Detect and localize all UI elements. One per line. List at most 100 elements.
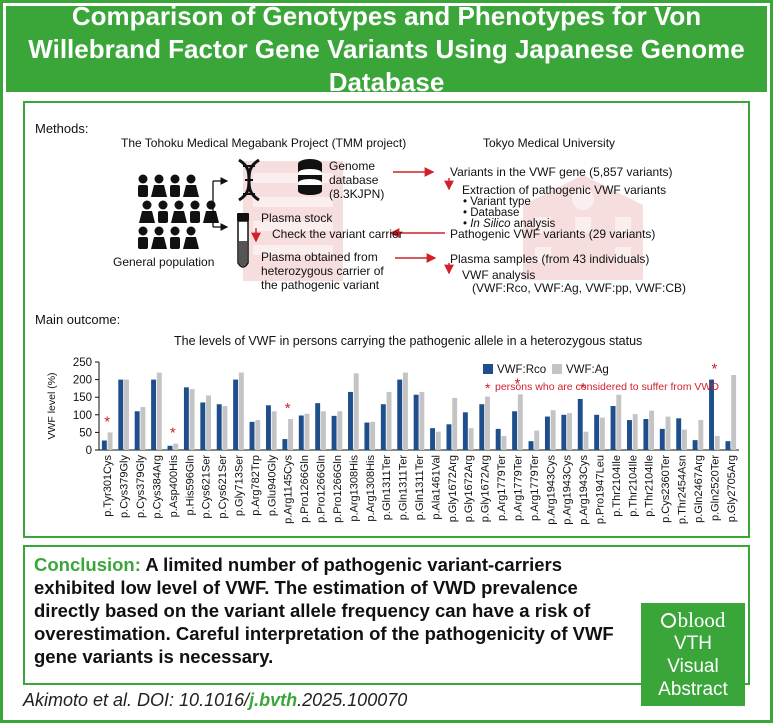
plasma-stock-label: Plasma stock	[261, 211, 333, 225]
bar-ag	[435, 431, 441, 450]
bar-rco	[167, 445, 173, 450]
bar-rco	[643, 419, 649, 450]
bar-ag	[238, 372, 244, 450]
citation-journal: j.bvth	[249, 690, 298, 710]
bar-ag	[501, 435, 507, 450]
bar-rco	[348, 391, 353, 450]
extraction-label: Extraction of pathogenic VWF variants	[462, 183, 667, 197]
bullet-variant-type: • Variant type	[463, 196, 531, 208]
tmm-building-icon	[243, 161, 343, 281]
conclusion-panel: Conclusion: A limited number of pathogen…	[23, 545, 750, 685]
bar-ag	[468, 428, 474, 450]
bar-rco	[544, 416, 550, 450]
bar-ag	[599, 417, 605, 450]
check-carrier-label: Check the variant carrier	[272, 227, 403, 241]
bullet-database: • Database	[463, 207, 520, 219]
y-tick-label: 50	[79, 427, 92, 439]
conclusion-text: Conclusion: A limited number of pathogen…	[34, 553, 634, 668]
bar-rco	[183, 387, 189, 450]
bar-ag	[320, 411, 326, 450]
x-tick-label: p.Gln1311Ter	[414, 455, 426, 521]
bar-ag	[140, 407, 146, 450]
bullet-marker: •	[463, 218, 471, 230]
x-tick-label: p.Cys379Gly	[135, 455, 147, 518]
badge-line1: VTH	[674, 633, 712, 654]
bar-ag	[452, 397, 458, 450]
bar-ag	[550, 410, 556, 450]
x-tick-label: p.Gln2520Ter	[709, 455, 721, 521]
tmm-title: The Tohoku Medical Megabank Project (TMM…	[121, 136, 407, 150]
vwd-star-marker: *	[285, 400, 291, 417]
x-tick-label: p.Arg1308His	[348, 455, 360, 522]
x-tick-label: p.Thr2104Ile	[627, 455, 639, 517]
x-tick-label: p.Gly713Ser	[233, 455, 245, 516]
bar-rco	[315, 403, 321, 450]
badge-brand-row: blood	[641, 608, 745, 632]
bar-rco	[380, 404, 386, 450]
title-banner: Comparison of Genotypes and Phenotypes f…	[6, 1, 767, 97]
plasma-samples-label: Plasma samples (from 43 individuals)	[450, 252, 650, 266]
citation-suffix: .2025.100070	[297, 690, 408, 710]
y-tick-label: 150	[73, 392, 92, 404]
bar-rco	[216, 404, 222, 450]
bar-rco	[676, 418, 682, 450]
bar-rco	[430, 428, 436, 450]
x-tick-label: p.Arg1779Ter	[512, 455, 524, 521]
x-tick-label: p.Cys621Ser	[201, 455, 213, 519]
conclusion-body: A limited number of pathogenic variant-c…	[34, 554, 614, 667]
bar-rco	[594, 414, 600, 450]
bar-rco	[725, 441, 731, 450]
citation: Akimoto et al. DOI: 10.1016/j.bvth.2025.…	[23, 688, 407, 712]
bar-ag	[714, 435, 720, 450]
plasma-obtained-line2: heterozygous carrier of	[261, 264, 384, 278]
badge-brand: blood	[677, 608, 726, 632]
legend-ag-swatch	[552, 364, 562, 374]
bar-rco	[118, 379, 124, 450]
genome-db-line3: (8.3KJPN)	[329, 187, 385, 201]
outcome-label: Main outcome:	[35, 312, 121, 327]
bar-ag	[271, 411, 277, 450]
bar-rco	[298, 415, 304, 450]
bar-ag	[616, 394, 622, 450]
bar-ag	[173, 443, 179, 450]
bar-rco	[627, 420, 632, 450]
x-tick-label: p.Gln1311Ter	[381, 455, 393, 521]
x-tick-label: p.Thr2104Ile	[644, 455, 656, 517]
x-tick-label: p.Cys379Gly	[119, 455, 131, 518]
bar-ag	[649, 410, 655, 450]
bar-ag	[681, 429, 687, 450]
dna-icon	[238, 158, 260, 202]
bar-rco	[479, 404, 485, 450]
blood-logo-icon	[660, 613, 676, 628]
legend-rco-label: VWF:Rco	[497, 364, 546, 376]
bar-rco	[462, 412, 468, 450]
pathogenic-variants-label: Pathogenic VWF variants (29 variants)	[450, 227, 656, 241]
bar-rco	[561, 414, 567, 450]
bar-ag	[156, 372, 162, 450]
bar-rco	[413, 394, 419, 450]
page-title: Comparison of Genotypes and Phenotypes f…	[28, 0, 745, 97]
bar-ag	[632, 414, 638, 450]
bar-rco	[495, 428, 501, 450]
population-label: General population	[113, 255, 215, 269]
bar-ag	[337, 411, 343, 450]
vwd-star-marker: *	[515, 375, 521, 392]
bar-rco	[282, 439, 288, 450]
variants-vwf-label: Variants in the VWF gene (5,857 variants…	[450, 165, 673, 179]
plasma-obtained-line1: Plasma obtained from	[261, 250, 378, 264]
vwd-star-marker: *	[711, 361, 717, 378]
x-tick-label: p.Arg1145Cys	[283, 455, 295, 524]
x-tick-label: p.Asp400His	[168, 455, 180, 518]
x-tick-label: p.Arg1779Ter	[529, 455, 541, 521]
bar-ag	[124, 379, 129, 450]
bullet-insilico: • In Silico analysis	[463, 218, 555, 231]
vwf-bar-chart: 0 50 100 150 200 250 VWF level (%) p.Tyr301Cys *…	[46, 357, 739, 525]
x-tick-label: p.Cys2360Ter	[660, 455, 672, 523]
x-tick-label: p.Pro1266Gln	[332, 455, 344, 523]
bar-ag	[583, 431, 589, 450]
bar-ag	[402, 372, 408, 450]
blood-vth-badge: blood VTH Visual Abstract	[641, 603, 745, 706]
y-tick-label: 200	[73, 375, 92, 387]
x-tick-label: p.Thr2104Ile	[611, 455, 623, 517]
x-tick-label: p.Arg1779Ter	[496, 455, 508, 521]
